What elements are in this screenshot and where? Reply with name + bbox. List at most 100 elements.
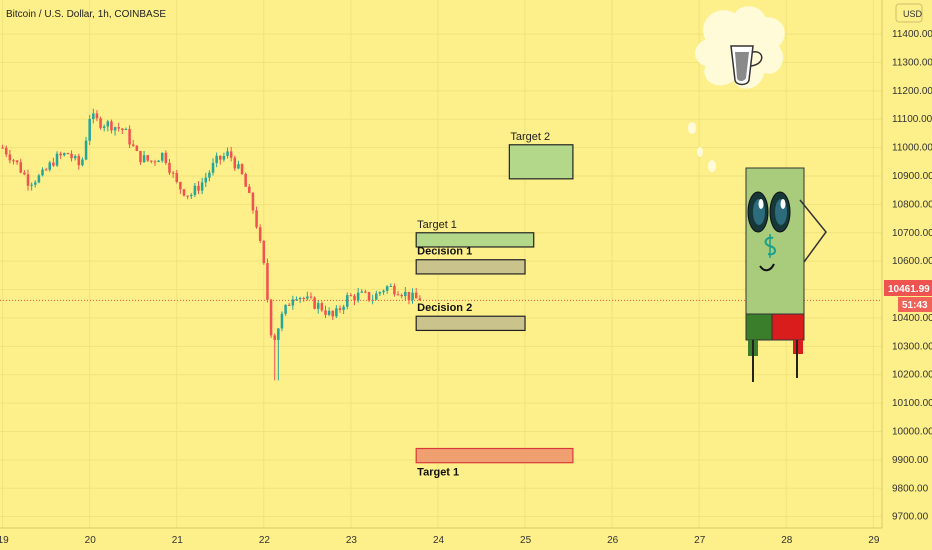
- candle-body: [15, 160, 19, 163]
- mascot: [688, 6, 827, 382]
- annotation-label: Decision 2: [417, 302, 472, 314]
- candle-body: [153, 161, 157, 163]
- bar-countdown: 51:43: [902, 300, 928, 311]
- candle-body: [237, 164, 240, 169]
- candle-body: [262, 240, 266, 264]
- candle-body: [335, 308, 338, 317]
- candle-body: [200, 182, 204, 191]
- candle-body: [95, 113, 99, 119]
- candle-body: [23, 172, 26, 175]
- time-tick-label: 25: [520, 535, 532, 546]
- price-axis-ticks: 11400.00 11300.00 11200.00 11100.00 11000.00…: [892, 29, 932, 523]
- price-tick-label: 9700.00: [892, 512, 929, 523]
- candle-body: [117, 127, 120, 129]
- candle-body: [59, 153, 62, 156]
- candle-body: [396, 294, 400, 296]
- candle-body: [215, 155, 218, 163]
- candle-body: [182, 189, 186, 196]
- annotation-label: Target 1: [417, 467, 459, 479]
- currency-badge[interactable]: USD: [895, 3, 923, 23]
- candle-body: [345, 295, 349, 307]
- candle-body: [382, 290, 385, 293]
- candle-body: [320, 303, 324, 311]
- price-tick-label: 10200.00: [892, 370, 932, 381]
- price-tick-label: 11200.00: [892, 86, 932, 97]
- time-tick-label: 27: [694, 535, 706, 546]
- candle-body: [284, 304, 287, 314]
- candle-body: [411, 292, 414, 300]
- candle-body: [375, 293, 378, 300]
- candle-body: [277, 328, 280, 340]
- time-axis-ticks: 19 20 21 22 23 24 25 26 27 28 29: [0, 535, 880, 546]
- candle-body: [229, 151, 233, 158]
- candle-body: [70, 153, 73, 159]
- annotation-label: Target 1: [417, 219, 457, 231]
- candle-body: [139, 150, 142, 163]
- price-tick-label: 11000.00: [892, 143, 932, 154]
- thought-bubble: [688, 6, 785, 172]
- candle-body: [222, 155, 226, 160]
- candle-body: [135, 145, 139, 151]
- time-tick-label: 23: [346, 535, 358, 546]
- price-axis[interactable]: 11400.00 11300.00 11200.00 11100.00 11000.00…: [881, 0, 932, 528]
- candle-body: [37, 175, 41, 183]
- chart-title: Bitcoin / U.S. Dollar, 1h, COINBASE: [6, 9, 166, 20]
- price-tick-label: 11100.00: [892, 114, 932, 125]
- candle-body: [356, 292, 360, 301]
- candle-body: [240, 164, 244, 174]
- candle-body: [204, 177, 208, 183]
- time-axis[interactable]: 19 20 21 22 23 24 25 26 27 28 29: [0, 527, 882, 546]
- candle-body: [255, 210, 258, 228]
- candle-body: [353, 295, 356, 301]
- candle-body: [338, 308, 342, 310]
- last-price-value: 10461.99: [888, 284, 930, 295]
- time-tick-label: 22: [259, 535, 271, 546]
- candle-body: [211, 162, 215, 173]
- last-price-tag: 10461.99 51:43: [884, 280, 932, 312]
- candle-body: [30, 184, 33, 186]
- candle-body: [418, 298, 422, 301]
- candle-body: [360, 291, 364, 293]
- candle-body: [128, 128, 131, 145]
- candle-body: [110, 121, 113, 131]
- candle-body: [164, 152, 168, 163]
- candle-body: [248, 186, 251, 193]
- currency-label: USD: [903, 9, 923, 19]
- candle-body: [73, 156, 77, 159]
- annotation-zone[interactable]: [415, 315, 526, 332]
- candle-body: [168, 162, 171, 173]
- candle-body: [26, 174, 30, 186]
- candle-body: [44, 169, 48, 171]
- annotation-zone[interactable]: [415, 232, 535, 248]
- mascot-eyes: [747, 191, 791, 233]
- annotation-zone[interactable]: [508, 144, 574, 180]
- time-tick-label: 20: [85, 535, 97, 546]
- candle-body: [52, 162, 55, 166]
- candle-body: [367, 292, 371, 301]
- candle-body: [349, 295, 353, 297]
- candle-body: [258, 227, 262, 241]
- candle-body: [146, 155, 149, 161]
- annotation-label: Target 2: [510, 131, 550, 143]
- candle-body: [171, 172, 175, 174]
- price-tick-label: 11300.00: [892, 57, 932, 68]
- price-tick-label: 10300.00: [892, 341, 932, 352]
- time-tick-label: 24: [433, 535, 445, 546]
- candle-body: [273, 335, 276, 340]
- candle-body: [331, 310, 335, 317]
- annotation-zone[interactable]: [415, 259, 526, 275]
- annotation-zone[interactable]: [415, 447, 574, 464]
- candle-body: [266, 263, 269, 300]
- price-tick-label: 10100.00: [892, 398, 932, 409]
- candle-body: [66, 153, 70, 155]
- candle-body: [219, 155, 222, 160]
- candle-body: [291, 299, 295, 306]
- annotations-layer[interactable]: Target 2 Target 1 Decision 1 Decision 2 Targ…: [415, 131, 574, 479]
- candle-body: [142, 155, 146, 163]
- candle-body: [179, 182, 182, 190]
- candle-body: [88, 118, 91, 141]
- candle-body: [92, 113, 95, 119]
- candle-body: [407, 291, 411, 300]
- candle-body: [298, 297, 302, 300]
